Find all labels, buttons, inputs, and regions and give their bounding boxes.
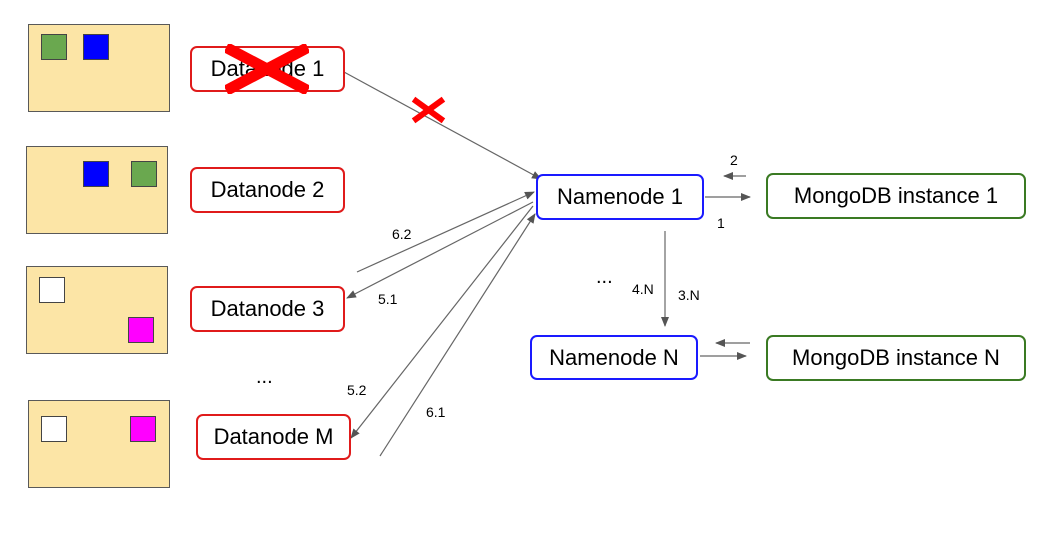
datanode-m[interactable]: Datanode M [196,414,351,460]
datanode-ellipsis: ... [256,366,273,388]
namenode-1[interactable]: Namenode 1 [536,174,704,220]
datanode-1[interactable]: Datanode 1 [190,46,345,92]
mongodb-instance-1[interactable]: MongoDB instance 1 [766,173,1026,219]
datanode-2-label: Datanode 2 [210,177,325,202]
block-white [41,416,67,442]
edge-label-3-n: 3.N [678,287,700,303]
datanode-3-label: Datanode 3 [210,296,325,321]
block-green [41,34,67,60]
edge-5-1 [346,201,534,299]
failed-cross-icon [225,44,309,94]
mongodb-instance-1-label: MongoDB instance 1 [793,183,999,208]
block-blue [83,34,109,60]
block-magenta [128,317,154,343]
namenode-ellipsis: ... [596,266,613,288]
edge-datanode1-to-namenode1 [343,71,542,180]
namenode-n-label: Namenode N [549,344,679,370]
edge-label-1: 1 [717,215,725,231]
datanode-3[interactable]: Datanode 3 [190,286,345,332]
edge-label-5-1: 5.1 [378,291,398,307]
storage-box-2 [26,146,168,234]
datanode-m-label: Datanode M [213,424,334,449]
block-magenta [130,416,156,442]
block-green [131,161,157,187]
edge-label-6-2: 6.2 [392,226,412,242]
storage-box-1 [28,24,170,112]
mongodb-instance-n-label: MongoDB instance N [792,345,1000,370]
storage-box-3 [26,266,168,354]
edge-label-6-1: 6.1 [426,404,446,420]
edge-6-1 [379,213,536,457]
edge-label-2: 2 [730,152,738,168]
edge-label-4-n: 4.N [632,281,654,297]
mongodb-instance-n[interactable]: MongoDB instance N [766,335,1026,381]
link-failure-mark [411,96,446,124]
namenode-n[interactable]: Namenode N [530,335,698,380]
block-blue [83,161,109,187]
storage-box-m [28,400,170,488]
edge-5-2 [350,205,534,439]
edge-label-5-2: 5.2 [347,382,367,398]
datanode-2[interactable]: Datanode 2 [190,167,345,213]
namenode-1-label: Namenode 1 [557,184,683,209]
edge-6-2 [356,191,535,273]
block-white [39,277,65,303]
